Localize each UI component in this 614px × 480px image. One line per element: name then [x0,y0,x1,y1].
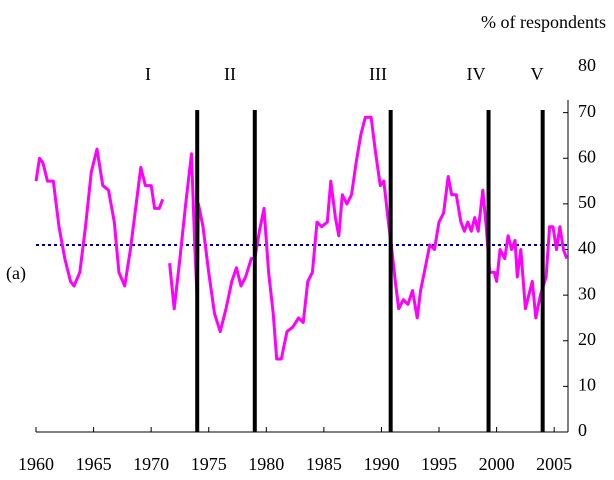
x-tick-label: 2005 [536,454,572,474]
y-axis-title: % of respondents [481,12,606,32]
y-tick-label: 30 [578,283,596,303]
y-tick-label: 40 [578,238,596,258]
period-label: IV [467,64,486,84]
data-line [34,115,569,361]
period-label: I [145,64,151,84]
y-tick-label: 20 [578,329,596,349]
x-tick-label: 1985 [306,454,342,474]
x-tick-label: 1970 [133,454,169,474]
annotation: (a) [6,263,26,284]
y-tick-label: 60 [578,146,596,166]
y-tick-label: 0 [578,420,587,440]
period-label: III [369,64,387,84]
y-tick-label: 10 [578,375,596,395]
y-tick-label: 50 [578,192,596,212]
x-tick-label: 1990 [363,454,399,474]
period-label: V [531,64,544,84]
y-tick-label: 80 [578,55,596,75]
x-tick-label: 1975 [191,454,227,474]
x-tick-label: 1965 [76,454,112,474]
x-tick-label: 1995 [421,454,457,474]
x-tick-label: 1980 [248,454,284,474]
x-tick-label: 2000 [479,454,515,474]
x-tick-label: 1960 [18,454,54,474]
period-label: II [224,64,236,84]
y-tick-label: 70 [578,101,596,121]
